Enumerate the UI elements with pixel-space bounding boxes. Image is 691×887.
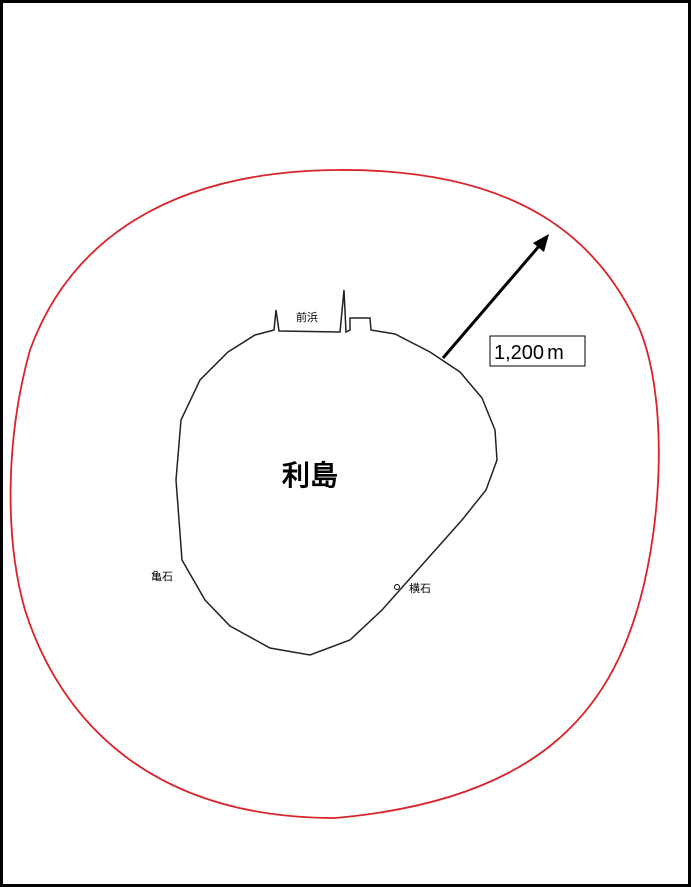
place-label: 亀石 [151, 569, 173, 583]
place-label: 前浜 [296, 310, 318, 324]
place-label: 横石 [409, 581, 431, 595]
island-outline [175, 289, 498, 656]
rock-marker [394, 584, 400, 590]
label-box [489, 335, 586, 367]
arrow-head [533, 234, 549, 252]
radius-unit: m [547, 342, 564, 364]
radius-label: 1,200 m [494, 342, 564, 364]
radius-value: 1,200 [494, 342, 544, 364]
island-name: 利島 [282, 459, 338, 492]
radius-arrow [441, 244, 542, 359]
radius-circle [9, 169, 660, 819]
